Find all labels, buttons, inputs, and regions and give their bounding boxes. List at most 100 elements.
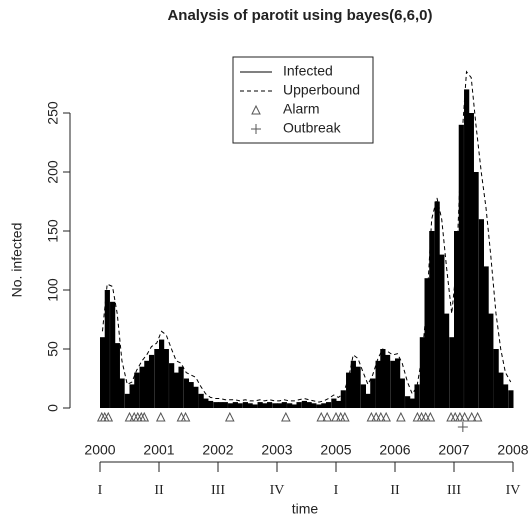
bar [232,402,238,408]
bar [429,231,435,408]
quarter-tick-label: II [390,483,400,498]
bar [493,349,499,408]
bar [159,339,165,408]
alarm-marker [103,411,114,422]
bar [213,402,219,408]
alarm-marker [281,411,291,422]
alarm-marker [155,411,166,422]
bar [129,384,135,408]
quarter-tick-label: IV [270,483,285,498]
bar [355,366,361,408]
alarm-marker [466,411,477,422]
bar [183,378,189,408]
bar [287,403,293,408]
bar [478,219,484,408]
bar [301,400,307,408]
bar [218,402,224,408]
bar [247,403,253,408]
bar [350,360,356,408]
bar [488,313,494,408]
bar [346,372,352,408]
bar [266,402,273,408]
bar [296,402,302,408]
alarm-marker [459,411,470,422]
bar [508,390,514,408]
alarm-marker [124,411,135,422]
bar [325,402,332,408]
bar [340,390,346,408]
bar [134,372,140,408]
bar [110,301,116,408]
bar [321,403,327,408]
alarm-marker [381,411,391,422]
alarm-marker [331,411,341,422]
legend-label: Infected [283,63,333,79]
x-tick-label: 2003 [261,442,292,458]
bar [331,398,337,408]
y-tick-label: 250 [45,101,61,125]
bar [144,360,150,408]
bar [405,396,411,408]
bar [173,372,179,408]
alarm-marker [139,411,150,422]
x-tick-label: 2002 [202,442,233,458]
bar [375,360,381,408]
x-tick-label: 2005 [320,442,351,458]
bar [100,337,106,408]
bar [498,372,504,408]
bar [439,254,445,408]
bar [365,393,371,408]
alarm-marker [420,411,431,422]
bar [119,378,125,408]
bar [360,384,366,408]
bar [502,384,509,408]
alarm-marker [224,411,235,422]
bar [454,231,460,408]
bar [163,349,169,408]
alarm-marker [371,411,381,422]
bar [207,400,214,408]
bar [424,278,430,408]
alarm-marker [176,411,187,422]
outbreak-marker [457,422,468,432]
alarm-marker [416,411,427,422]
y-tick-label: 0 [45,404,61,412]
bar [257,402,263,408]
alarm-marker [366,411,377,422]
quarter-tick-label: II [154,483,164,498]
bar [458,124,464,409]
bar [272,403,278,408]
x-axis-label: time [292,501,319,517]
x-tick-label: 2000 [84,442,115,458]
bar [222,402,228,408]
x-tick-label: 2001 [143,442,174,458]
legend-label: Alarm [283,101,320,117]
bar [178,366,184,408]
quarter-tick-label: I [334,483,339,498]
bar [306,402,312,408]
bar [169,363,175,408]
bar [419,337,425,408]
bar [262,403,268,408]
bar [483,266,489,408]
bar [104,290,110,408]
bar [193,386,199,408]
x-tick-label: 2006 [379,442,410,458]
legend-marker [251,124,261,134]
y-tick-label: 50 [45,341,61,357]
bar [336,400,342,408]
y-tick-label: 200 [45,160,61,184]
alarm-marker [446,411,456,422]
alarm-marker [425,411,436,422]
y-tick-label: 100 [45,278,61,302]
bar [380,349,386,408]
bar [395,358,401,408]
bar [154,349,160,408]
y-tick-label: 150 [45,219,61,243]
alarm-marker [316,411,327,422]
legend-marker [251,104,261,115]
upperbound-line [101,70,512,403]
quarter-tick-label: III [211,483,225,498]
bar [384,354,391,408]
